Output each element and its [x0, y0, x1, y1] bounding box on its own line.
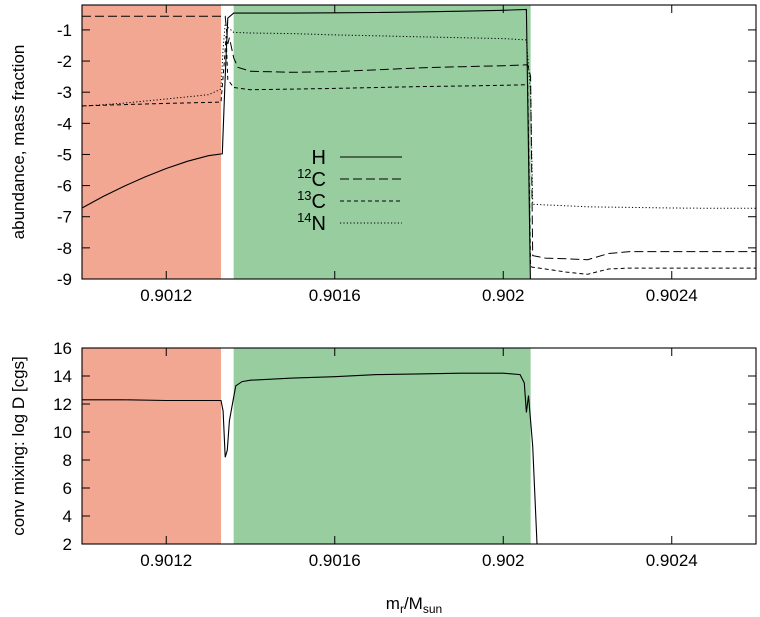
x-tick-label: 0.9016 [309, 286, 361, 305]
y-tick-label: -7 [57, 208, 72, 227]
y-tick-label: 14 [53, 367, 72, 386]
y-tick-label: -1 [57, 21, 72, 40]
x-tick-label: 0.9024 [646, 286, 698, 305]
shaded-region-2 [233, 5, 531, 279]
y-tick-label: -9 [57, 270, 72, 289]
series-line-13c [82, 36, 756, 275]
plot-frame [81, 347, 757, 545]
x-tick-label: 0.902 [482, 286, 525, 305]
series-line-logd [82, 372, 538, 544]
y-tick-label: 16 [53, 339, 72, 358]
y-tick-label: 6 [63, 479, 72, 498]
y-tick-label: -2 [57, 52, 72, 71]
y-axis-label: conv mixing: log D [cgs] [9, 356, 28, 536]
y-tick-label: 12 [53, 395, 72, 414]
series-line-12c [82, 15, 756, 261]
y-tick-label: -5 [57, 145, 72, 164]
series-line-h [82, 8, 531, 279]
y-tick-label: 10 [53, 423, 72, 442]
x-tick-label: 0.9012 [140, 286, 192, 305]
legend-label: 14N [297, 210, 326, 235]
abundance-panel: 0.9012 0.9016 0.902 0.9024 -9 -8 -7 -6 -5 -4 -3 -2 -… [9, 4, 757, 305]
y-tick-label: -3 [57, 83, 72, 102]
mixing-panel: 0.9012 0.9016 0.902 0.9024 2 4 6 8 10 12 14 16 conv … [9, 339, 757, 570]
x-tick-label: 0.9012 [140, 551, 192, 570]
y-tick-label: -4 [57, 114, 72, 133]
x-tick-label: 0.902 [482, 551, 525, 570]
x-tick-label: 0.9024 [646, 551, 698, 570]
legend-label: 12C [297, 166, 326, 191]
shaded-region-2 [233, 348, 531, 544]
y-tick-label: -8 [57, 239, 72, 258]
y-tick-label: 2 [63, 535, 72, 554]
legend-label: H [312, 147, 326, 169]
shaded-region-1 [82, 5, 222, 279]
shaded-region-1 [82, 348, 222, 544]
plot-frame [81, 4, 757, 280]
y-tick-label: -6 [57, 177, 72, 196]
x-tick-label: 0.9016 [309, 551, 361, 570]
y-axis-label: abundance, mass fraction [9, 45, 28, 240]
y-tick-label: 8 [63, 451, 72, 470]
legend-label: 13C [297, 188, 326, 213]
y-tick-label: 4 [63, 507, 72, 526]
x-axis-label: mr/Msun [386, 594, 442, 616]
